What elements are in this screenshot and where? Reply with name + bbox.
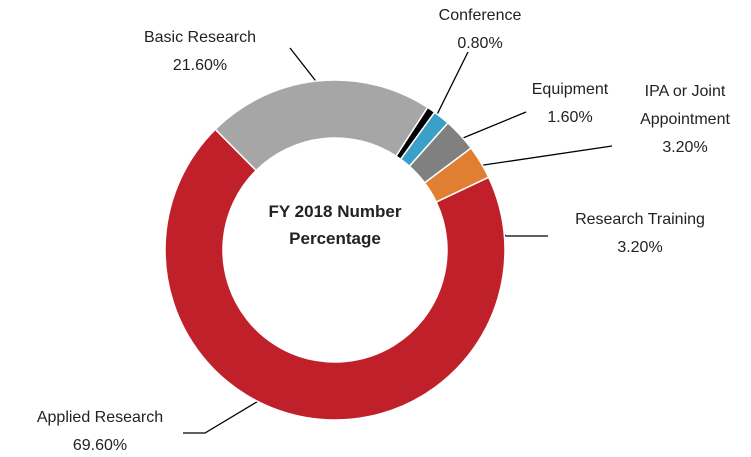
value-label: 3.20% — [617, 239, 663, 256]
value-label: 1.60% — [547, 109, 593, 126]
value-label: 3.20% — [662, 139, 708, 156]
slice-label: IPA or Joint Appointment — [640, 83, 730, 128]
slice-label: Applied Research — [36, 409, 164, 426]
donut-slice — [164, 128, 506, 421]
slice-label: Basic Research — [143, 29, 257, 46]
donut-slice — [214, 79, 429, 172]
slice-label: Equipment — [531, 81, 609, 98]
slice-label: Research Training — [575, 211, 705, 228]
slice-label: Conference — [438, 7, 522, 24]
value-label: 21.60% — [172, 57, 228, 74]
value-label: 0.80% — [457, 35, 503, 52]
center-text: FY 2018 Number Percentage — [268, 202, 402, 248]
value-label: 69.60% — [72, 437, 128, 454]
